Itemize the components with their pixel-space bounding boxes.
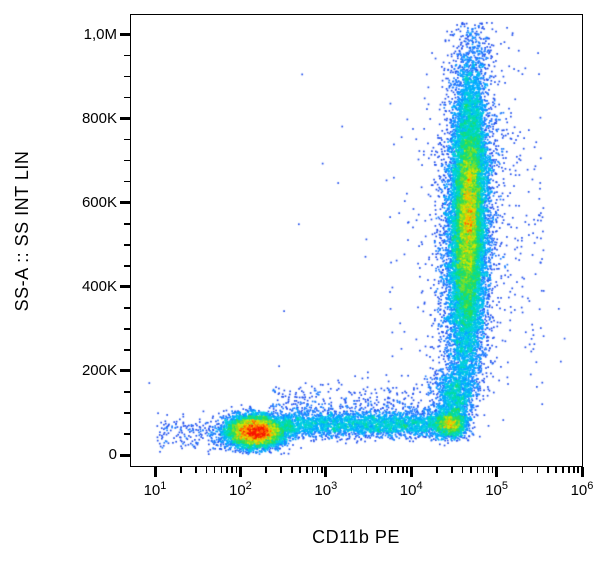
x-minor-tick <box>461 467 464 473</box>
y-major-tick <box>120 117 130 121</box>
x-minor-tick <box>365 467 368 473</box>
y-minor-tick <box>124 391 130 393</box>
x-minor-tick <box>205 467 208 473</box>
x-minor-tick <box>406 467 409 473</box>
y-major-tick <box>120 285 130 289</box>
x-minor-tick <box>470 467 472 473</box>
y-minor-tick <box>124 54 130 57</box>
x-tick-base: 10 <box>143 482 161 499</box>
y-minor-tick <box>124 349 130 351</box>
x-major-tick <box>153 467 157 477</box>
x-minor-tick <box>521 467 524 473</box>
x-major-tick <box>580 467 584 477</box>
x-major-tick <box>409 467 413 477</box>
x-tick-label: 104 <box>400 481 423 499</box>
x-minor-tick <box>491 467 494 473</box>
x-minor-tick <box>487 467 490 473</box>
y-minor-tick <box>124 328 130 330</box>
x-minor-tick <box>316 467 319 473</box>
x-minor-tick <box>220 467 223 473</box>
x-tick-label: 105 <box>485 481 508 499</box>
x-major-tick <box>238 467 242 477</box>
x-minor-tick <box>280 467 282 473</box>
y-tick-label: 600K <box>81 193 117 211</box>
y-minor-tick <box>124 180 130 183</box>
y-minor-tick <box>124 243 130 246</box>
x-minor-tick <box>402 467 404 473</box>
y-major-tick <box>120 453 130 457</box>
y-minor-tick <box>124 433 130 435</box>
x-minor-tick <box>226 467 228 473</box>
x-minor-tick <box>577 467 579 473</box>
x-minor-tick <box>536 467 539 473</box>
x-tick-label: 103 <box>314 481 337 499</box>
y-tick-label: 0 <box>108 446 117 463</box>
x-minor-tick <box>397 467 399 473</box>
x-tick-base: 10 <box>485 482 502 499</box>
x-minor-tick <box>291 467 293 473</box>
x-minor-tick <box>194 467 197 473</box>
x-minor-tick <box>572 467 575 473</box>
x-minor-tick <box>213 467 216 473</box>
y-tick-label: 800K <box>81 109 117 127</box>
x-minor-tick <box>350 467 353 473</box>
x-tick-exponent: 5 <box>501 480 508 492</box>
y-tick-label: 200K <box>81 361 117 379</box>
x-minor-tick <box>384 467 387 473</box>
x-minor-tick <box>265 467 267 473</box>
x-tick-label: 106 <box>571 481 594 499</box>
x-tick-exponent: 4 <box>416 480 423 492</box>
x-minor-tick <box>555 467 558 473</box>
x-tick-exponent: 1 <box>160 480 167 492</box>
x-major-tick <box>495 467 499 477</box>
y-minor-tick <box>124 412 130 414</box>
x-minor-tick <box>321 467 323 473</box>
y-minor-tick <box>124 159 130 162</box>
x-minor-tick <box>179 467 182 473</box>
x-minor-tick <box>376 467 378 473</box>
y-axis-label: SS-A :: SS INT LIN <box>12 150 32 312</box>
y-tick-label: 400K <box>81 277 117 295</box>
x-minor-tick <box>306 467 308 473</box>
y-major-tick <box>120 201 130 205</box>
y-minor-tick <box>124 138 130 141</box>
y-minor-tick <box>124 96 130 99</box>
x-minor-tick <box>231 467 233 473</box>
x-minor-tick <box>567 467 570 473</box>
y-major-tick <box>120 33 130 36</box>
y-minor-tick <box>124 222 130 225</box>
x-tick-exponent: 3 <box>331 480 338 492</box>
x-tick-base: 10 <box>570 482 588 499</box>
x-tick-base: 10 <box>314 482 332 499</box>
x-minor-tick <box>436 467 438 473</box>
x-minor-tick <box>547 467 549 473</box>
x-tick-exponent: 2 <box>245 480 252 492</box>
x-major-tick <box>324 467 328 477</box>
x-minor-tick <box>562 467 564 473</box>
scatter-density-canvas <box>131 15 582 466</box>
x-tick-label: 102 <box>229 481 252 499</box>
x-tick-base: 10 <box>228 482 246 499</box>
x-minor-tick <box>235 467 238 473</box>
x-minor-tick <box>482 467 485 473</box>
x-tick-exponent: 6 <box>587 480 594 492</box>
y-minor-tick <box>124 264 130 267</box>
y-minor-tick <box>124 307 130 309</box>
x-minor-tick <box>311 467 314 473</box>
x-tick-base: 10 <box>399 482 417 499</box>
x-axis-label: CD11b PE <box>312 527 400 547</box>
x-tick-label: 101 <box>144 481 167 499</box>
x-minor-tick <box>391 467 394 473</box>
y-tick-label: 1,0M <box>83 25 117 43</box>
x-minor-tick <box>299 467 301 473</box>
y-major-tick <box>120 369 130 373</box>
x-minor-tick <box>476 467 479 473</box>
y-minor-tick <box>124 75 130 78</box>
x-minor-tick <box>451 467 453 473</box>
